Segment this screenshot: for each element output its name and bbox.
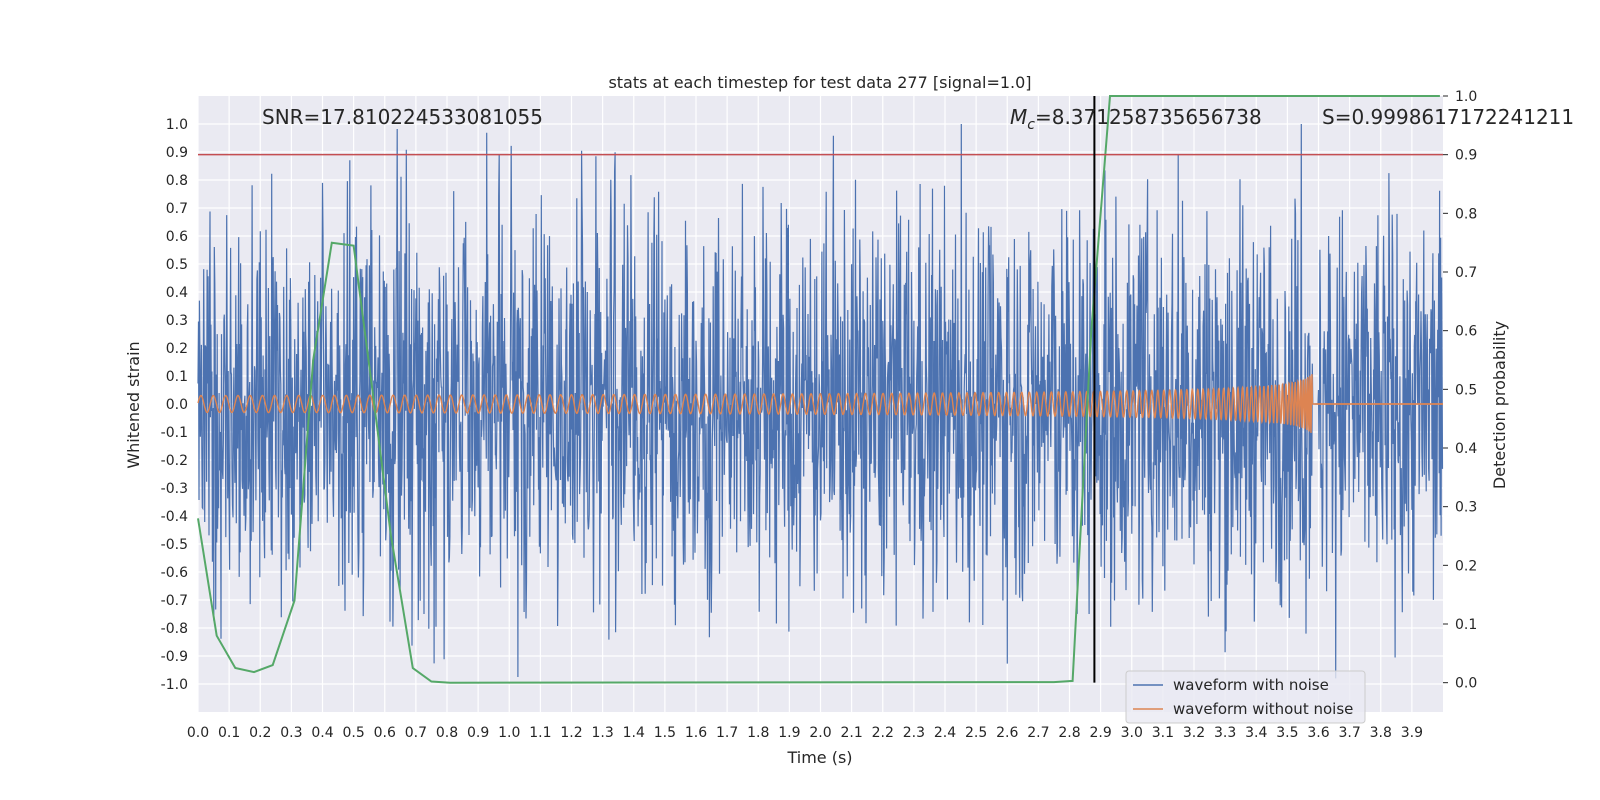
- s-annotation: S=0.9998617172241211: [1322, 105, 1574, 129]
- x-tick-label: 0.4: [311, 725, 333, 741]
- x-tick-label: 0.3: [280, 725, 302, 741]
- y-tick-label-left: 0.8: [166, 173, 188, 189]
- x-axis-label: Time (s): [786, 748, 852, 767]
- y-tick-label-left: -1.0: [161, 677, 188, 693]
- x-tick-label: 1.7: [716, 725, 738, 741]
- y-tick-label-right: 0.3: [1455, 500, 1477, 516]
- x-tick-label: 1.6: [685, 725, 707, 741]
- x-tick-label: 2.8: [1058, 725, 1080, 741]
- legend-label-noise: waveform with noise: [1173, 676, 1329, 694]
- y-tick-label-left: 0.7: [166, 201, 188, 217]
- series-detection-probability: [197, 95, 1440, 684]
- series-waveform-without-noise: [197, 374, 1443, 433]
- y-tick-label-left: -0.6: [161, 565, 188, 581]
- y-tick-label-right: 1.0: [1455, 89, 1477, 105]
- snr-annotation: SNR=17.810224533081055: [262, 105, 543, 129]
- x-tick-label: 2.7: [1027, 725, 1049, 741]
- x-tick-label: 2.1: [840, 725, 862, 741]
- x-tick-label: 0.7: [405, 725, 427, 741]
- y-tick-label-right: 0.2: [1455, 558, 1477, 574]
- x-tick-label: 3.8: [1370, 725, 1392, 741]
- noise-line: [197, 123, 1444, 679]
- y-tick-label-left: 0.4: [166, 285, 188, 301]
- tick-labels: 0.0 0.1 0.2 0.3 0.4 0.5 0.6 0.7 0.8 0.9 1.0 1.1 1.2 1…: [161, 89, 1478, 741]
- y-tick-label-left: 0.5: [166, 257, 188, 273]
- chart-title: stats at each timestep for test data 277…: [608, 73, 1031, 92]
- chirp-mass-symbol: M: [1010, 105, 1027, 129]
- y-tick-label-left: 0.9: [166, 145, 188, 161]
- series-waveform-with-noise: [197, 123, 1444, 679]
- x-tick-label: 3.6: [1307, 725, 1329, 741]
- x-tick-label: 3.4: [1245, 725, 1267, 741]
- x-tick-label: 3.9: [1401, 725, 1423, 741]
- x-tick-label: 2.0: [809, 725, 831, 741]
- x-tick-label: 0.1: [218, 725, 240, 741]
- x-tick-label: 1.5: [654, 725, 676, 741]
- y-tick-label-left: -0.4: [161, 509, 188, 525]
- y-tick-label-right: 0.8: [1455, 206, 1477, 222]
- y-tick-label-left: -0.3: [161, 481, 188, 497]
- chirp-mass-subscript: c: [1027, 117, 1035, 133]
- y-axis-label-right: Detection probability: [1490, 321, 1509, 489]
- probability-line: [197, 95, 1440, 684]
- x-tick-label: 0.6: [374, 725, 396, 741]
- x-tick-label: 0.0: [187, 725, 209, 741]
- x-tick-label: 1.4: [623, 725, 645, 741]
- legend: waveform with noise waveform without noi…: [1125, 670, 1366, 724]
- x-tick-label: 3.5: [1276, 725, 1298, 741]
- y-tick-label-left: -0.7: [161, 593, 188, 609]
- y-axis-label-left: Whitened strain: [124, 341, 143, 468]
- chirp-mass-value: =8.371258735656738: [1035, 105, 1262, 129]
- y-tick-label-left: -0.2: [161, 453, 188, 469]
- x-tick-label: 3.3: [1214, 725, 1236, 741]
- x-tick-label: 1.1: [529, 725, 551, 741]
- y-tick-label-left: 0.2: [166, 341, 188, 357]
- x-tick-label: 2.6: [996, 725, 1018, 741]
- y-tick-label-left: 0.6: [166, 229, 188, 245]
- y-tick-label-left: 1.0: [166, 117, 188, 133]
- y-tick-label-right: 0.6: [1455, 324, 1477, 340]
- y-tick-label-left: -0.8: [161, 621, 188, 637]
- y-tick-label-right: 0.0: [1455, 676, 1477, 692]
- x-tick-label: 2.3: [903, 725, 925, 741]
- y-tick-label-left: -0.5: [161, 537, 188, 553]
- x-tick-label: 1.3: [591, 725, 613, 741]
- x-tick-label: 1.8: [747, 725, 769, 741]
- x-tick-label: 3.0: [1121, 725, 1143, 741]
- x-tick-label: 3.7: [1338, 725, 1360, 741]
- x-tick-label: 2.4: [934, 725, 956, 741]
- y-tick-label-right: 0.7: [1455, 265, 1477, 281]
- x-tick-label: 1.2: [560, 725, 582, 741]
- chirp-mass-annotation: Mc=8.371258735656738: [1010, 105, 1262, 133]
- y-tick-label-right: 0.9: [1455, 148, 1477, 164]
- x-tick-label: 3.2: [1183, 725, 1205, 741]
- y-tick-label-right: 0.1: [1455, 617, 1477, 633]
- y-tick-label-left: -0.1: [161, 425, 188, 441]
- y-tick-label-left: 0.3: [166, 313, 188, 329]
- x-tick-label: 0.2: [249, 725, 271, 741]
- x-tick-label: 0.8: [436, 725, 458, 741]
- legend-label-clean: waveform without noise: [1173, 700, 1353, 718]
- legend-box: [1125, 670, 1366, 724]
- x-tick-label: 2.5: [965, 725, 987, 741]
- y-tick-label-left: 0.1: [166, 369, 188, 385]
- x-tick-label: 3.1: [1152, 725, 1174, 741]
- x-tick-label: 0.9: [467, 725, 489, 741]
- x-tick-label: 1.9: [778, 725, 800, 741]
- y-tick-label-right: 0.4: [1455, 441, 1477, 457]
- x-tick-label: 0.5: [342, 725, 364, 741]
- x-tick-label: 2.2: [872, 725, 894, 741]
- y-tick-label-left: -0.9: [161, 649, 188, 665]
- x-tick-label: 2.9: [1089, 725, 1111, 741]
- x-tick-label: 1.0: [498, 725, 520, 741]
- overlays: [198, 96, 1443, 683]
- clean-line: [197, 374, 1443, 433]
- y-tick-label-left: 0.0: [166, 397, 188, 413]
- y-tick-label-right: 0.5: [1455, 382, 1477, 398]
